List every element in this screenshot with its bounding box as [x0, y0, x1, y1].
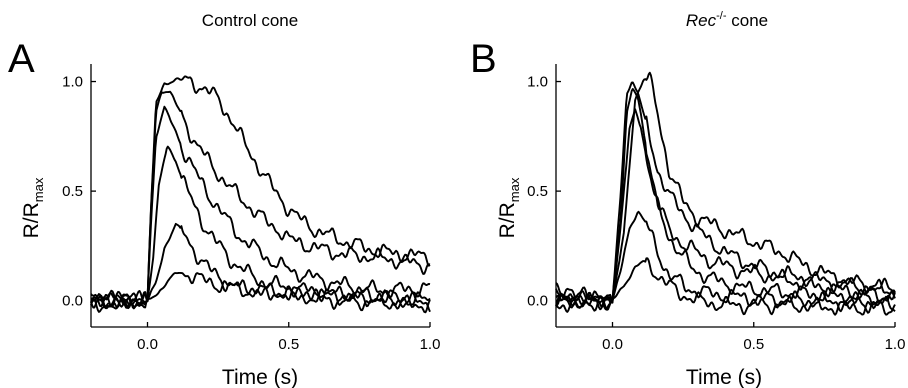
panel-a-trace-3 [90, 105, 431, 309]
panel-a-x-axis-label: Time (s) [222, 366, 298, 388]
panel-a-plot: 0.0 0.5 1.0 0.0 0.5 1.0 [62, 74, 440, 353]
panel-b-letter: B [470, 37, 497, 81]
panel-a-y-axis-label-sub: max [31, 177, 46, 202]
panel-b-y-axis-label: R/Rmax [496, 177, 522, 238]
panel-a-trace-1 [90, 75, 431, 309]
panel-b-y-tick-label-1: 0.5 [527, 183, 548, 200]
panel-b-trace-4 [555, 108, 896, 310]
panel-a-y-tick-label-0: 0.0 [62, 293, 83, 310]
panel-b-title-rest: cone [727, 11, 769, 30]
panel-b-title: Rec-/- cone [686, 10, 768, 30]
panel-a-x-tick-label-1: 0.5 [278, 336, 299, 353]
panel-a-trace-2 [90, 90, 431, 313]
panel-b-y-tick-label-2: 1.0 [527, 74, 548, 91]
panel-a-y-tick-label-2: 1.0 [62, 74, 83, 91]
panel-a-y-axis-label: R/Rmax [20, 177, 46, 238]
panel-b-y-axis-label-sub: max [507, 177, 522, 202]
panel-a-y-axis-label-main: R/R [20, 202, 43, 238]
panel-b-title-italic: Rec [686, 11, 717, 30]
panel-a-axes [90, 64, 430, 328]
panel-b-x-tick-label-0: 0.0 [602, 336, 623, 353]
panel-b-trace-2 [555, 81, 896, 311]
panel-a-x-tick-label-2: 1.0 [420, 336, 441, 353]
panel-b-y-tick-label-0: 0.0 [527, 293, 548, 310]
panel-b-x-axis-label: Time (s) [686, 366, 762, 388]
panel-b-x-tick-label-1: 0.5 [743, 336, 764, 353]
panel-b-y-axis-label-main: R/R [496, 202, 519, 238]
panel-b-trace-3 [555, 88, 896, 313]
panel-b-x-tick-label-2: 1.0 [885, 336, 906, 353]
panel-a-trace-4 [90, 145, 431, 310]
panel-a-trace-6 [90, 271, 431, 314]
panel-a-y-tick-label-1: 0.5 [62, 183, 83, 200]
panel-b-title-sup: -/- [716, 10, 727, 22]
panel-b-plot: 0.0 0.5 1.0 0.0 0.5 1.0 [527, 71, 906, 353]
panel-b-trace-1 [555, 71, 896, 311]
panel-a-x-tick-label-0: 0.0 [137, 336, 158, 353]
panel-a-letter: A [8, 37, 35, 81]
panel-a-title: Control cone [202, 11, 298, 30]
panel-b-trace-6 [555, 257, 896, 316]
